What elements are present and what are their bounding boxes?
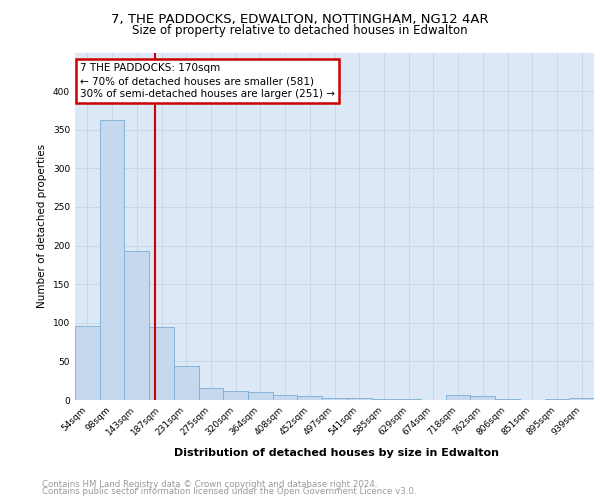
Bar [273,394,298,400]
Text: Size of property relative to detached houses in Edwalton: Size of property relative to detached ho… [132,24,468,37]
Bar [174,366,199,400]
Bar [371,399,396,400]
Bar [223,390,248,400]
Bar [470,396,495,400]
Bar [199,388,223,400]
Bar [298,396,322,400]
Bar [322,398,347,400]
Bar [248,392,273,400]
Bar [396,399,421,400]
Text: Contains public sector information licensed under the Open Government Licence v3: Contains public sector information licen… [42,487,416,496]
Bar [569,398,594,400]
Bar [124,251,149,400]
Bar [446,396,470,400]
Bar [347,398,371,400]
Text: Contains HM Land Registry data © Crown copyright and database right 2024.: Contains HM Land Registry data © Crown c… [42,480,377,489]
Text: Distribution of detached houses by size in Edwalton: Distribution of detached houses by size … [173,448,499,458]
Bar [75,326,100,400]
Y-axis label: Number of detached properties: Number of detached properties [37,144,47,308]
Bar [100,120,124,400]
Bar [545,399,569,400]
Text: 7 THE PADDOCKS: 170sqm
← 70% of detached houses are smaller (581)
30% of semi-de: 7 THE PADDOCKS: 170sqm ← 70% of detached… [80,63,335,100]
Text: 7, THE PADDOCKS, EDWALTON, NOTTINGHAM, NG12 4AR: 7, THE PADDOCKS, EDWALTON, NOTTINGHAM, N… [111,12,489,26]
Bar [495,399,520,400]
Bar [149,326,174,400]
